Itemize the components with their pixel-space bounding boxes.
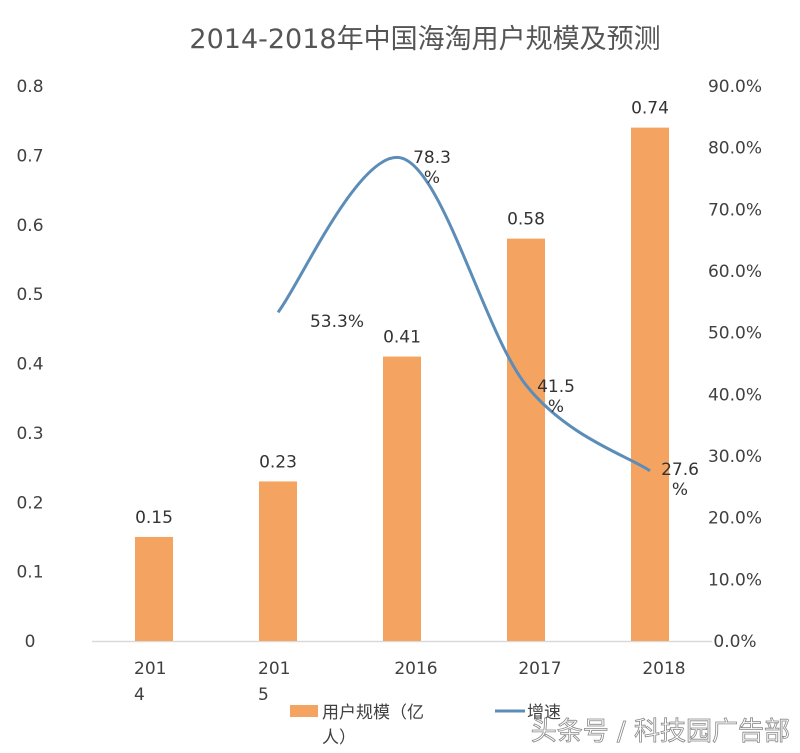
- y-left-tick-label: 0.3: [16, 424, 43, 444]
- x-tick-label: 201: [258, 659, 290, 679]
- chart-title: 2014-2018年中国海淘用户规模及预测: [189, 24, 660, 55]
- y-right-tick-label: 10.0%: [708, 570, 762, 590]
- bar-2017: [507, 238, 545, 641]
- bar-2015: [259, 481, 297, 641]
- y-right-tick-label: 30.0%: [708, 447, 762, 467]
- y-right-tick-label: 90.0%: [708, 77, 762, 97]
- legend-line-label: 增速: [527, 703, 561, 723]
- legend-bar-label: 人）: [322, 728, 356, 748]
- y-left-tick-label: 0.4: [16, 355, 43, 375]
- growth-rate-line: [276, 156, 651, 473]
- legend-bar-label: 用户规模（亿: [322, 703, 424, 723]
- bar-data-label: 0.41: [383, 328, 421, 348]
- y-left-tick-label: 0.7: [16, 146, 43, 166]
- line-data-label: %: [548, 397, 564, 417]
- bar-data-label: 0.74: [631, 99, 669, 119]
- x-tick-label: 4: [134, 685, 145, 705]
- line-data-label: %: [424, 168, 440, 188]
- bar-2014: [135, 536, 173, 641]
- x-tick-label: 201: [134, 659, 166, 679]
- y-right-tick-label: 40.0%: [708, 385, 762, 405]
- y-left-tick-label: 0.6: [16, 216, 43, 236]
- y-left-tick-label: 0.2: [16, 493, 43, 513]
- bar-data-label: 0.23: [259, 452, 297, 472]
- line-data-label: 53.3%: [310, 312, 364, 332]
- line-data-label: %: [672, 480, 688, 500]
- line-data-label: 27.6: [661, 460, 699, 480]
- line-data-label: 78.3: [413, 148, 451, 168]
- y-right-tick-label: 80.0%: [708, 139, 762, 159]
- y-left-tick-label: 0.1: [16, 563, 43, 583]
- y-right-tick-label: 60.0%: [708, 262, 762, 282]
- bar-data-label: 0.15: [135, 508, 173, 528]
- x-tick-label: 5: [258, 685, 269, 705]
- y-right-tick-label: 0.0%: [713, 632, 756, 652]
- x-tick-label: 2018: [642, 659, 685, 679]
- y-right-tick-label: 70.0%: [708, 200, 762, 220]
- bar-2018: [631, 127, 669, 641]
- bar-2016: [383, 356, 421, 641]
- y-right-tick-label: 50.0%: [708, 324, 762, 344]
- line-data-label: 41.5: [537, 377, 575, 397]
- x-tick-label: 2016: [394, 659, 437, 679]
- y-right-tick-label: 20.0%: [708, 509, 762, 529]
- x-tick-label: 2017: [518, 659, 561, 679]
- bar-data-label: 0.58: [507, 210, 545, 230]
- y-left-tick-label: 0.8: [16, 77, 43, 97]
- y-left-tick-label: 0: [25, 632, 36, 652]
- y-left-tick-label: 0.5: [16, 285, 43, 305]
- legend-bar-swatch: [290, 705, 318, 717]
- watermark: 头条号 / 科技园广告部: [531, 717, 790, 747]
